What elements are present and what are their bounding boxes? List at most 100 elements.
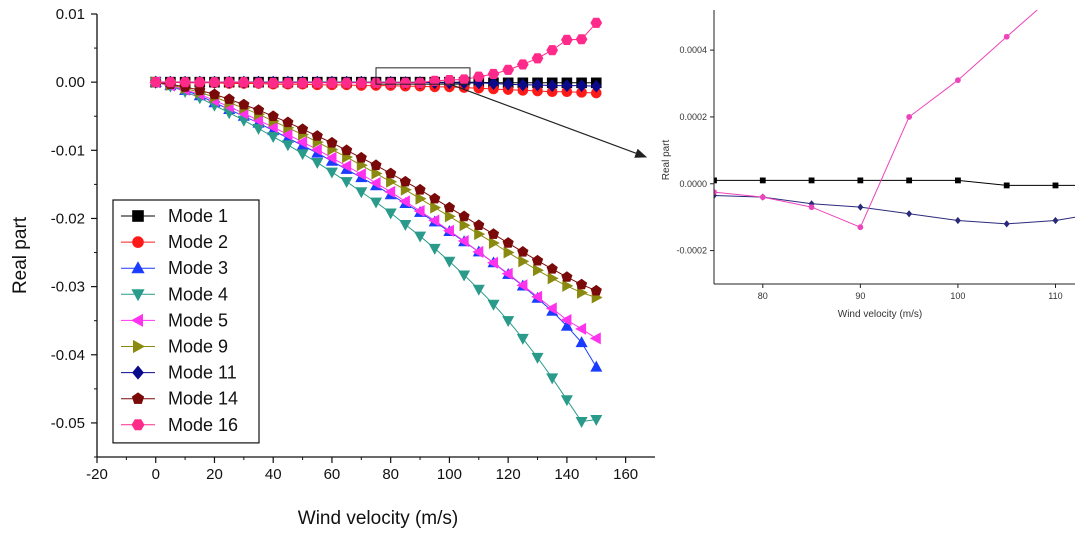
data-point-mode-16: [193, 77, 206, 88]
data-point-mode-14: [267, 110, 279, 121]
inset-data-point-mode-11: [1003, 220, 1010, 228]
legend-marker-mode-16: [131, 419, 145, 431]
legend-marker-mode-3: [131, 261, 145, 274]
data-point-mode-4: [384, 208, 397, 220]
data-point-mode-16: [267, 77, 280, 88]
main-x-axis-label: Wind velocity (m/s): [298, 508, 458, 529]
main-x-tick-label: 20: [206, 466, 223, 483]
data-point-mode-5: [501, 267, 513, 280]
data-point-mode-14: [487, 228, 500, 239]
data-point-mode-16: [326, 77, 338, 88]
main-y-axis-label: Real part: [10, 216, 31, 294]
data-point-mode-16: [149, 77, 162, 88]
data-point-mode-14: [282, 116, 294, 128]
data-point-mode-5: [281, 128, 293, 141]
legend-label: Mode 4: [168, 284, 228, 304]
main-x-tick-label: 140: [554, 466, 579, 483]
inset-data-point-mode-16: [1003, 33, 1010, 40]
data-point-mode-11: [502, 77, 514, 91]
data-point-mode-14: [399, 175, 411, 187]
data-point-mode-16: [414, 77, 426, 88]
inset-data-point-mode-11: [1052, 216, 1059, 225]
main-x-tick-label: 80: [382, 466, 399, 483]
legend-marker-mode-5: [131, 313, 143, 327]
legend-marker-mode-1: [132, 210, 144, 222]
legend-marker-mode-2: [132, 236, 144, 248]
data-point-mode-4: [369, 197, 383, 209]
data-point-mode-5: [531, 290, 543, 303]
inset-y-axis-label: Real part: [661, 139, 672, 180]
data-point-mode-9: [459, 219, 471, 232]
data-point-mode-5: [457, 234, 469, 248]
inset-series-line-mode-1: [714, 179, 1075, 186]
data-point-mode-11: [576, 79, 587, 93]
data-point-mode-9: [474, 228, 486, 241]
data-point-mode-16: [458, 74, 470, 85]
data-point-mode-14: [341, 144, 353, 156]
main-y-tick-label: -0.02: [51, 210, 85, 227]
inset-data-point-mode-11: [954, 216, 961, 225]
data-point-mode-14: [443, 201, 456, 213]
data-point-mode-16: [443, 75, 456, 86]
data-point-mode-14: [296, 123, 309, 134]
main-y-tick-label: -0.03: [51, 279, 85, 296]
inset-data-point-mode-16: [906, 114, 913, 120]
data-point-mode-9: [488, 236, 500, 250]
data-point-mode-9: [532, 264, 544, 277]
data-point-mode-5: [413, 204, 425, 218]
legend-label: Mode 5: [168, 310, 228, 330]
legend-label: Mode 1: [168, 206, 228, 226]
data-point-mode-5: [296, 136, 308, 149]
data-point-mode-16: [237, 77, 250, 88]
data-point-mode-4: [311, 158, 324, 169]
legend-label: Mode 3: [168, 258, 228, 278]
data-point-mode-4: [399, 220, 412, 231]
inset-y-tick-label: 0.0004: [679, 45, 707, 55]
inset-data-point-mode-16: [955, 77, 961, 84]
data-point-mode-4: [472, 284, 485, 296]
data-point-mode-16: [561, 34, 573, 46]
legend-entry-mode-1: Mode 1: [121, 206, 228, 226]
main-x-tick-label: 40: [265, 466, 282, 483]
data-point-mode-9: [444, 210, 456, 223]
inset-y-tick-label: -0.0002: [676, 246, 707, 256]
inset-x-tick-label: 100: [950, 291, 965, 301]
data-point-mode-4: [325, 167, 338, 179]
legend-entry-mode-14: Mode 14: [121, 389, 238, 409]
data-point-mode-4: [516, 333, 529, 345]
data-point-mode-9: [576, 286, 588, 299]
legend-marker-mode-9: [133, 339, 145, 354]
data-point-mode-5: [545, 302, 557, 315]
main-y-tick-label: 0.01: [56, 6, 85, 23]
data-point-mode-16: [531, 53, 544, 64]
data-point-mode-14: [223, 93, 235, 104]
data-point-mode-9: [503, 246, 515, 259]
data-point-mode-3: [575, 336, 588, 348]
data-point-mode-5: [340, 159, 352, 173]
main-x-tick-label: 160: [613, 466, 638, 483]
main-x-tick-label: 100: [437, 466, 462, 483]
data-point-mode-16: [208, 77, 221, 88]
inset-axes: 80 90 100 110 0.0004 0.0002 0.0000 -0.0002 Wind …: [661, 10, 1075, 320]
data-point-mode-5: [310, 143, 322, 156]
data-point-mode-16: [590, 17, 603, 28]
data-point-mode-16: [516, 59, 529, 70]
data-point-mode-9: [518, 255, 530, 268]
data-point-mode-14: [473, 219, 485, 230]
data-point-mode-16: [340, 77, 353, 88]
data-point-mode-14: [311, 130, 323, 141]
data-point-mode-9: [415, 192, 427, 205]
legend-entry-mode-2: Mode 2: [121, 232, 228, 252]
data-point-mode-11: [590, 79, 602, 93]
data-point-mode-16: [282, 77, 294, 88]
data-point-mode-14: [502, 237, 514, 248]
data-point-mode-9: [400, 183, 412, 196]
data-point-mode-16: [223, 77, 236, 88]
data-point-mode-4: [340, 177, 353, 189]
data-point-mode-16: [472, 71, 485, 82]
data-point-mode-14: [238, 98, 250, 110]
zoom-region-box: [375, 67, 471, 85]
data-point-mode-16: [384, 77, 397, 88]
main-series-group: [149, 17, 603, 428]
